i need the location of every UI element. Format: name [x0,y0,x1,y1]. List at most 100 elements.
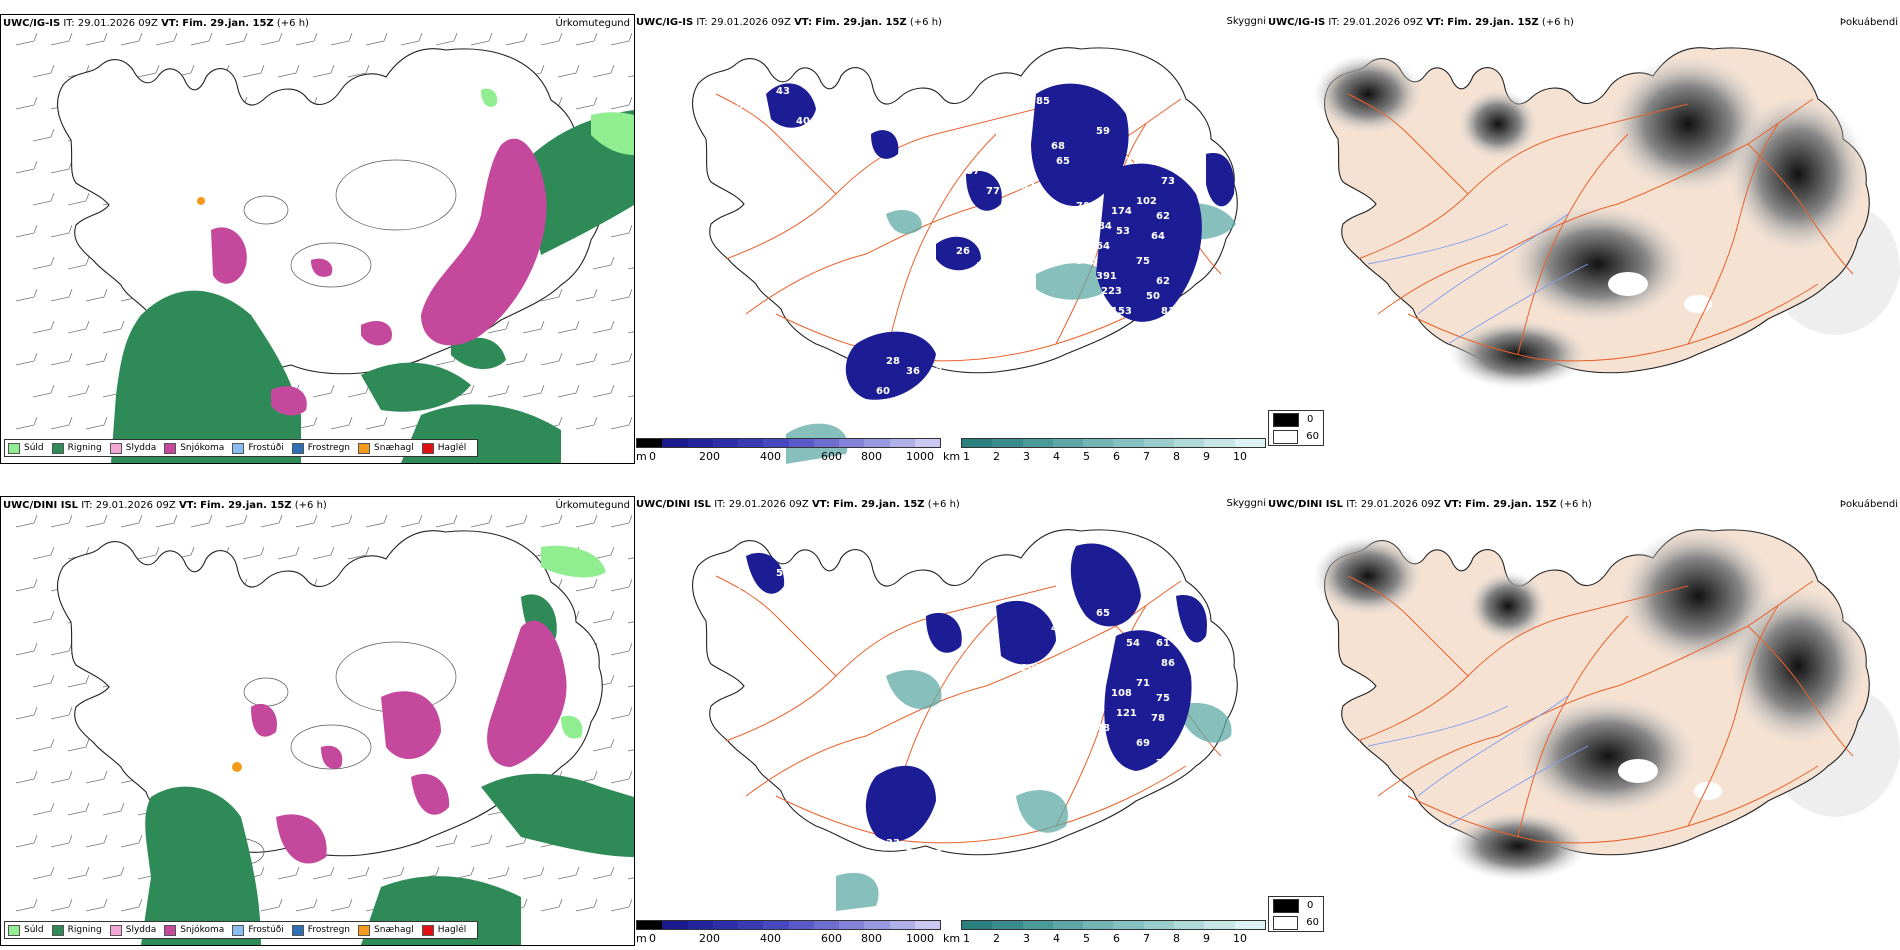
cloud-value-label: 26 [956,246,970,257]
cloud-value-label: 77 [906,848,920,859]
precip-panel-bottom: UWC/DINI ISL IT: 29.01.2026 09Z VT: Fim.… [0,496,635,946]
cloud-value-label: 121 [1116,708,1137,719]
legend-item: Snjókoma [164,924,224,936]
precip-panel-top: UWC/IG-IS IT: 29.01.2026 09Z VT: Fim. 29… [0,14,635,464]
height-tick: 600 [821,932,842,945]
cloud-value-label: 60 [876,386,890,397]
height-tick: 1000 [906,450,934,463]
cloud-value-label: 186 [1076,316,1097,327]
fog-map-bottom [1313,526,1900,881]
fog-legend-row: 0 [1269,411,1323,428]
visibility-tick: 9 [1203,450,1210,463]
height-colorbar-top: m 0 200 400 600 800 1000 [636,438,941,464]
legend-item: Haglél [421,924,466,936]
visibility-tick: 4 [1053,450,1060,463]
cloud-value-label: 28 [886,356,900,367]
snow-pellet-spot [232,762,242,772]
legend-swatch [358,924,371,936]
legend-item: Haglél [421,442,466,454]
cloud-value-label: 73 [1161,176,1175,187]
legend-swatch [51,924,64,936]
fog-roads [1347,575,1854,844]
legend-item: Rigning [51,442,102,454]
legend-swatch [8,924,20,936]
glacier-outlines [207,641,457,867]
drizzle-areas [541,545,606,739]
fog-clear-spots [1618,759,1722,800]
cloud-value-label: 184 [1091,221,1112,232]
visibility-tick: 2 [993,932,1000,945]
legend-item: Frostregn [291,924,350,936]
height-tick: 0 [649,932,656,945]
cloud-value-label: 216 [996,758,1017,769]
cloud-value-label: 75 [1136,256,1150,267]
legend-item: Frostúði [232,442,284,454]
visibility-ramp [961,438,1266,448]
cloud-value-label: 105 [956,728,977,739]
cloud-value-label: 121 [886,898,907,909]
precip-header-top: UWC/IG-IS IT: 29.01.2026 09Z VT: Fim. 29… [3,18,309,29]
visibility-tick: 1 [963,450,970,463]
fog-rivers [1367,695,1589,827]
legend-swatch [164,924,177,936]
cloud-value-label: 96 [996,276,1010,287]
drizzle-areas [481,88,634,155]
cloud-value-label: 48 [1161,326,1175,337]
cloud-value-label: 43 [1161,808,1175,819]
cloud-value-label: 58 [776,568,790,579]
legend-item: Snjókoma [164,442,224,454]
snow-areas [251,620,567,864]
cloud-value-label: 42 [1161,788,1175,799]
visibility-unit: km [943,450,961,463]
cloud-value-label: 71 [1136,678,1150,689]
height-unit: m [636,450,647,463]
cloud-map-bottom: 66 65 43 66 54 61 86 72 88 202 89 108 71 121 11 48 50 56 1… [692,529,1238,911]
cloud-value-label: 535 [786,848,807,859]
visibility-areas [836,670,1232,911]
cloud-value-label: 82 [796,833,810,844]
cloud-value-label: 70 [736,583,750,594]
cloud-value-label: 65 [1096,608,1110,619]
cloud-value-label: 50 [1176,828,1190,839]
cloud-value-label: 3 [1176,346,1183,357]
fog-legend-top: 0 60 [1268,410,1324,446]
visibility-colorbar-top: km 1 2 3 4 5 6 7 8 9 10 [943,438,1268,464]
fog-header-top: UWC/IG-IS IT: 29.01.2026 09Z VT: Fim. 29… [1268,17,1574,28]
fog-panel-bottom: UWC/DINI ISL IT: 29.01.2026 09Z VT: Fim.… [1268,496,1900,946]
cloud-value-label: 47 [1146,773,1160,784]
cloud-value-label: 157 [1036,833,1057,844]
cloud-value-label: 89 [1076,683,1090,694]
legend-swatch [164,442,177,454]
cloud-value-label: 72 [966,648,980,659]
precip-legend-top: Súld Rigning Slydda Snjókoma Frostúði Fr… [4,439,479,457]
cloud-value-label: 86 [1161,658,1175,669]
cloud-value-label: 69 [1156,156,1170,167]
fog-map-top [1313,47,1900,389]
visibility-tick: 10 [1233,932,1247,945]
cloud-value-label: 102 [1136,196,1157,207]
height-tick: 600 [821,450,842,463]
cloud-value-label: 75 [1156,693,1170,704]
visibility-tick: 7 [1143,450,1150,463]
cloud-value-label: 158 [856,286,877,297]
height-ramp [636,438,941,448]
cloud-value-label: 53 [1116,226,1130,237]
legend-swatch [109,442,122,454]
visibility-tick: 4 [1053,932,1060,945]
cloud-title-top: Skyggni [1226,16,1266,27]
cloud-value-label: 64 [1151,231,1165,242]
cloud-value-label: 48 [1096,723,1110,734]
legend-item: Snæhagl [358,924,414,936]
legend-swatch [291,442,304,454]
fog-legend-row: 60 [1269,914,1323,931]
cloud-panel-bottom: 66 65 43 66 54 61 86 72 88 202 89 108 71 121 11 48 50 56 1… [636,496,1268,946]
low-cloud-areas [746,543,1207,842]
cloud-value-label: 39 [796,351,810,362]
snow-pellet-spot [197,197,205,205]
cloud-value-label: 62 [1021,181,1035,192]
cloud-value-label: 37 [1166,818,1180,829]
fog-panel-top: UWC/IG-IS IT: 29.01.2026 09Z VT: Fim. 29… [1268,14,1900,464]
cloud-value-label: 50 [1076,738,1090,749]
low-cloud-areas [766,83,1235,400]
